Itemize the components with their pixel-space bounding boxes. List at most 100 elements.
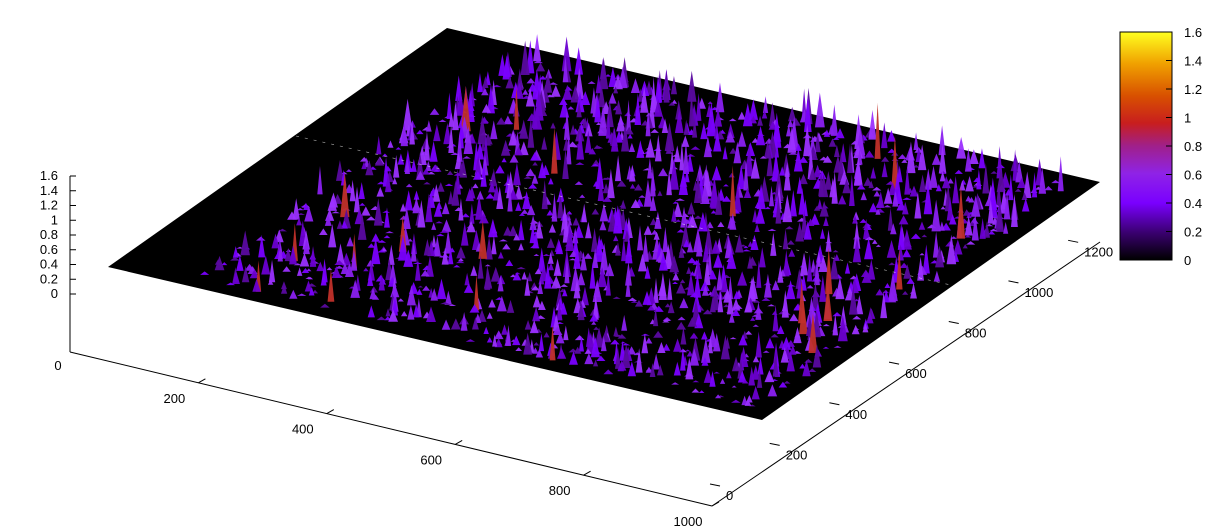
- surface-spike: [686, 350, 694, 357]
- surface-spike: [282, 266, 291, 272]
- surface-spike: [758, 247, 766, 268]
- surface-spike: [737, 111, 746, 120]
- surface-spike: [856, 184, 866, 190]
- surface-spike: [638, 195, 646, 198]
- surface-spike: [863, 218, 870, 240]
- surface-spike: [752, 209, 758, 223]
- surface-spike: [374, 157, 385, 166]
- surface-spike: [662, 317, 672, 321]
- surface-spike: [367, 305, 375, 318]
- surface-spike: [564, 257, 570, 284]
- surface-spike: [686, 266, 692, 274]
- surface-spike: [686, 241, 694, 253]
- surface-spike: [433, 203, 443, 217]
- colorbar-tick-label: 1: [1184, 111, 1191, 126]
- surface-spike: [466, 220, 476, 233]
- surface-spike: [1021, 192, 1028, 201]
- surface-spike: [938, 221, 945, 231]
- surface-spike: [550, 85, 561, 97]
- surface-spike: [252, 278, 261, 292]
- surface-spike: [480, 162, 487, 187]
- surface-spike: [764, 369, 775, 383]
- x-tick-mark: [198, 378, 206, 384]
- surface-spike: [664, 303, 671, 308]
- surface-spike: [293, 263, 302, 266]
- surface-spike: [423, 181, 431, 185]
- surface-spike: [481, 103, 492, 113]
- surface-spike: [448, 111, 455, 127]
- surface-spike: [495, 165, 505, 174]
- surface-spike: [371, 294, 380, 300]
- surface-spike: [987, 199, 994, 224]
- surface-spike: [875, 244, 881, 247]
- surface-spike: [747, 277, 757, 302]
- surface-spike: [543, 332, 550, 338]
- surface-spike: [675, 219, 682, 222]
- surface-spike: [832, 313, 839, 336]
- surface-spike: [813, 164, 822, 178]
- surface-spike: [642, 291, 652, 305]
- surface-spike: [681, 222, 690, 247]
- surface-spike: [649, 194, 657, 211]
- surface-spike: [670, 76, 678, 95]
- surface-spike: [500, 139, 511, 156]
- surface-spike: [614, 348, 622, 369]
- surface-spike: [711, 165, 722, 181]
- surface-spike: [439, 302, 450, 305]
- surface-spike: [570, 85, 580, 103]
- surface-spike: [735, 234, 744, 253]
- surface-spike: [426, 256, 434, 277]
- surface-spike: [551, 275, 562, 289]
- surface-spike: [725, 131, 736, 143]
- surface-spike: [596, 355, 606, 361]
- surface-spike: [1023, 171, 1032, 199]
- surface-spike: [472, 171, 483, 180]
- surface-spike: [462, 156, 471, 159]
- surface-spike: [574, 67, 584, 99]
- surface-spike: [538, 333, 545, 352]
- surface-spike: [501, 157, 507, 163]
- surface-spike: [277, 228, 287, 232]
- surface-spike: [691, 388, 700, 393]
- surface-spike: [537, 280, 544, 294]
- surface-spike: [849, 174, 855, 207]
- surface-spike: [649, 362, 656, 377]
- surface-spike: [594, 327, 604, 348]
- surface-spike: [755, 331, 762, 358]
- surface-spike: [331, 265, 342, 279]
- surface-spike: [822, 324, 830, 327]
- surface-spike: [241, 265, 250, 283]
- surface-spike: [491, 235, 497, 255]
- surface-spike: [583, 252, 593, 259]
- surface-spike: [443, 122, 452, 145]
- surface-spike: [657, 190, 663, 196]
- surface-spike: [672, 272, 680, 281]
- surface-spike: [430, 288, 438, 301]
- surface-spike: [652, 353, 660, 370]
- surface-spike: [813, 205, 821, 211]
- surface-spike: [502, 243, 511, 250]
- surface-spike: [706, 101, 717, 137]
- surface-spike: [529, 320, 539, 334]
- surface-spike: [547, 252, 554, 264]
- surface-spike: [890, 223, 897, 235]
- surface-spike: [802, 359, 811, 377]
- surface-spike: [232, 270, 240, 285]
- surface-spike: [738, 334, 748, 346]
- surface-spike: [460, 222, 469, 246]
- surface-spike: [593, 359, 599, 367]
- z-tick-label: 1.2: [40, 198, 58, 213]
- surface-spike: [771, 280, 780, 291]
- surface-spike: [599, 259, 606, 275]
- surface-spike: [910, 282, 917, 299]
- surface-spike: [765, 337, 775, 349]
- surface-spike: [562, 148, 569, 180]
- surface-spike: [597, 177, 604, 202]
- surface-spike: [441, 247, 449, 265]
- surface-spike: [935, 183, 942, 192]
- surface-spike: [200, 271, 210, 275]
- surface-spike: [627, 361, 637, 377]
- surface-spike: [450, 318, 461, 330]
- surface-spike: [713, 253, 723, 268]
- surface-spike: [787, 240, 795, 245]
